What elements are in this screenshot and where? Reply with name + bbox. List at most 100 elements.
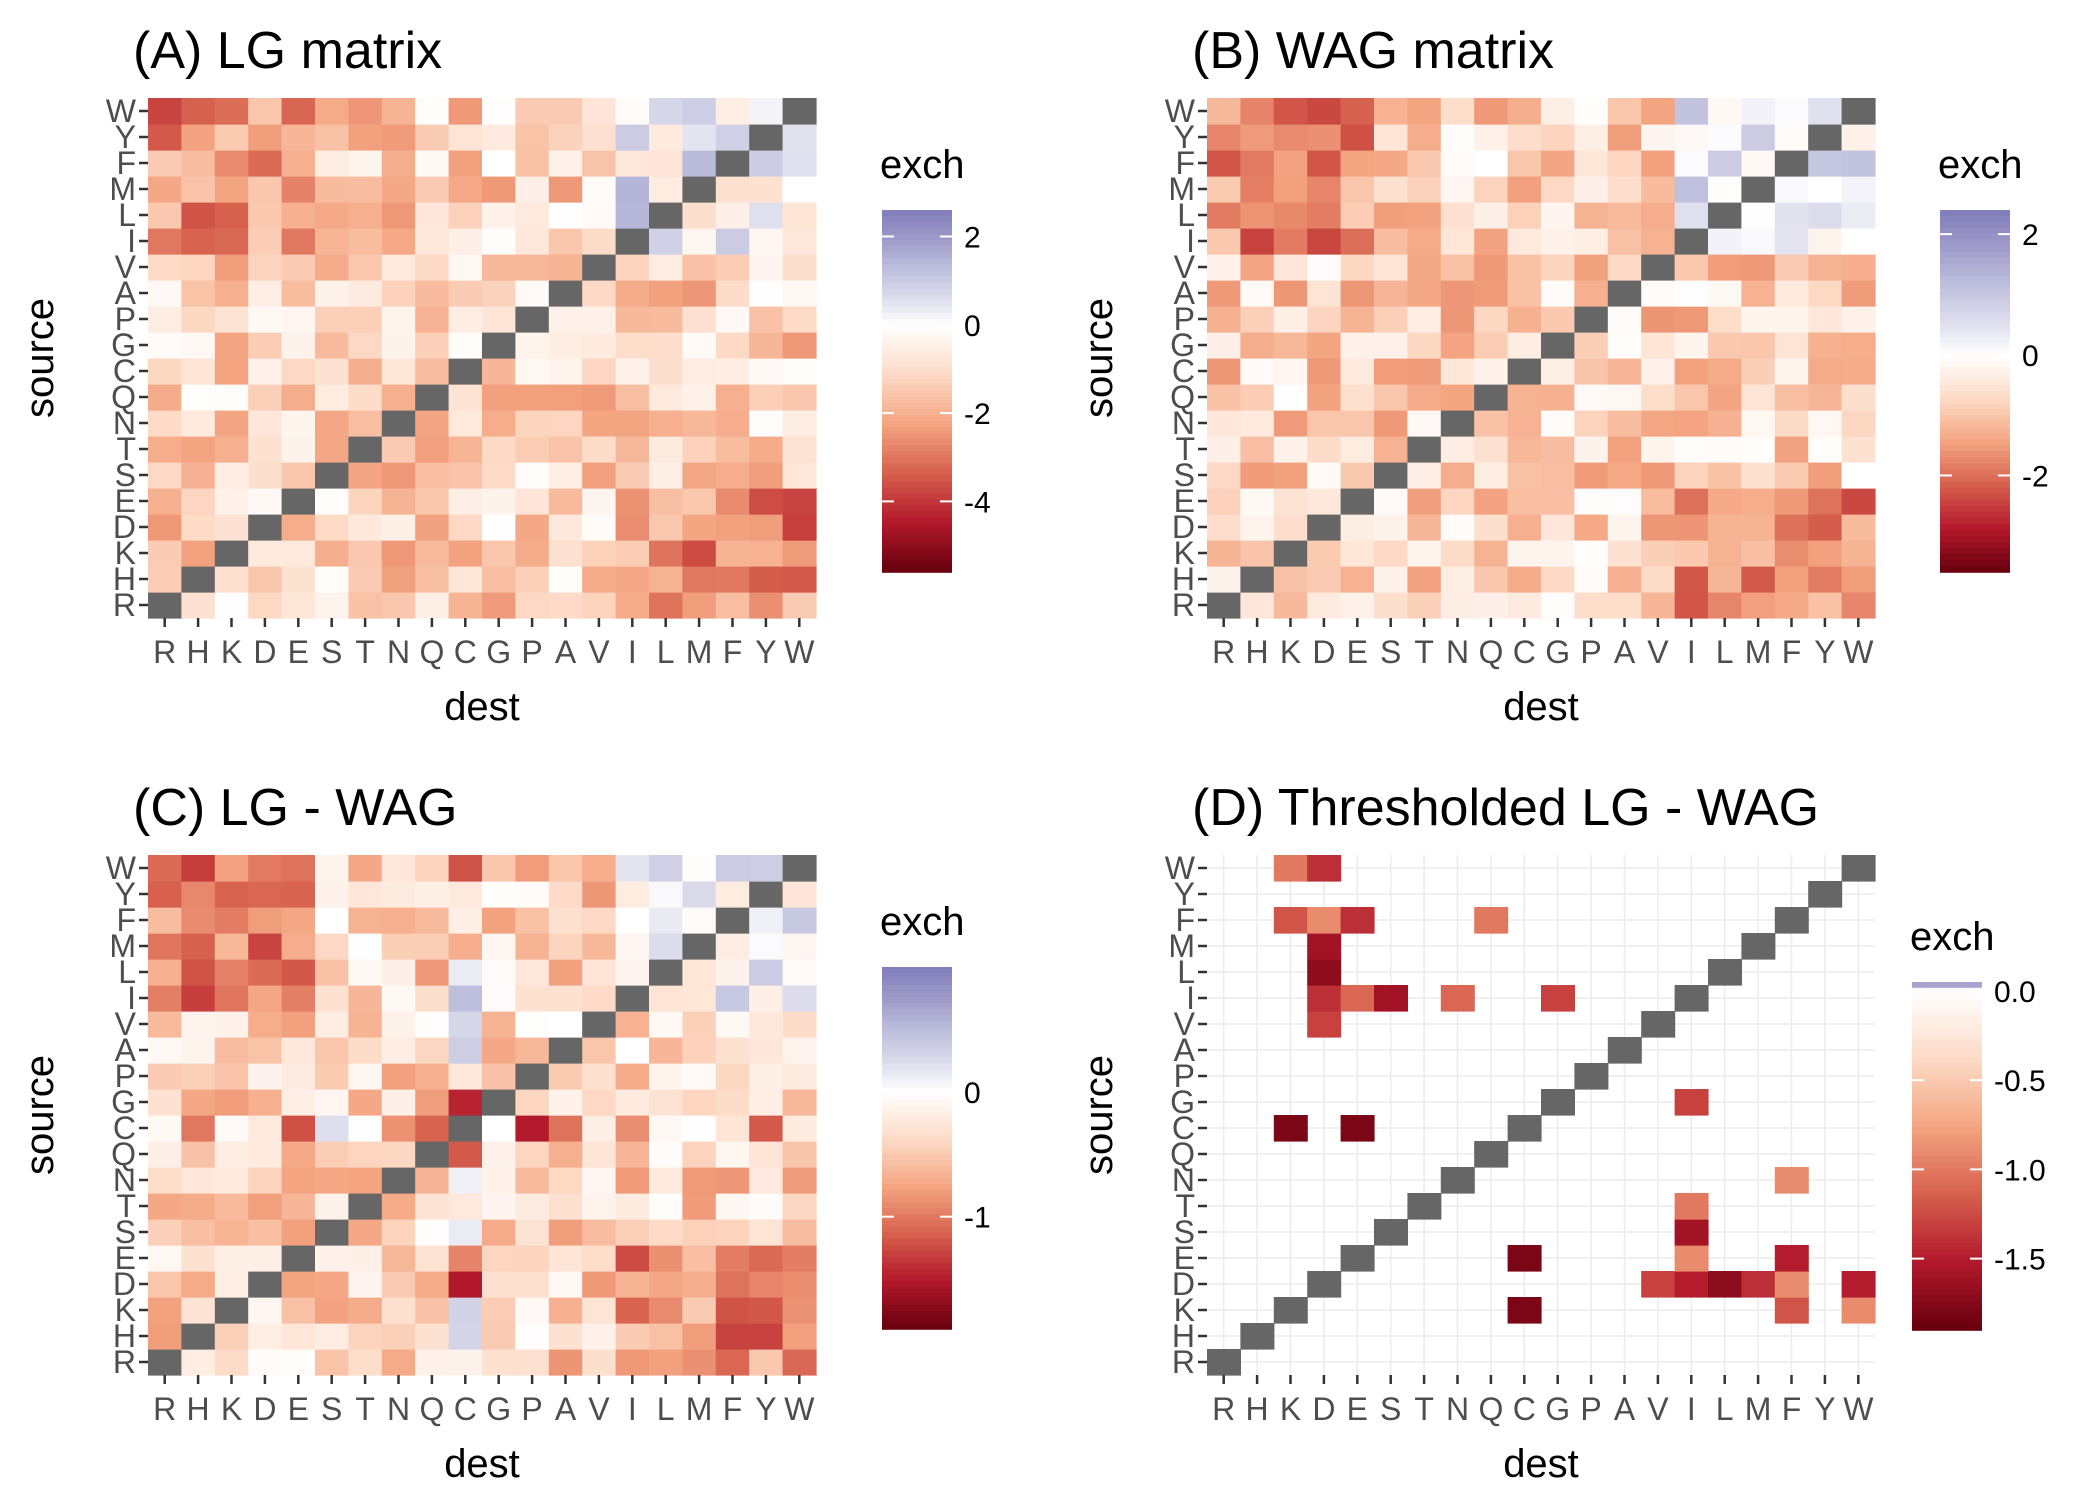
- heatmap-cell: [1541, 306, 1575, 333]
- x-axis-title: dest: [444, 685, 520, 729]
- heatmap-cell: [315, 1323, 349, 1350]
- heatmap-cell: [348, 1115, 383, 1142]
- heatmap-cell: [348, 436, 383, 463]
- heatmap-cell: [1207, 384, 1241, 411]
- y-tick-label: Y: [115, 876, 136, 912]
- heatmap-cell: [1240, 150, 1275, 177]
- heatmap-cell: [1708, 959, 1742, 986]
- heatmap-cell: [1674, 124, 1709, 151]
- heatmap-cell: [615, 1141, 650, 1168]
- y-tick-label: G: [1170, 327, 1195, 363]
- heatmap-cell: [1607, 306, 1642, 333]
- heatmap-cell: [682, 1271, 717, 1298]
- heatmap-cell: [482, 566, 516, 593]
- heatmap-cell: [448, 488, 483, 515]
- heatmap-cell: [1574, 592, 1609, 619]
- heatmap-cell: [148, 933, 182, 960]
- heatmap-cell: [315, 358, 349, 385]
- heatmap-cell: [1307, 933, 1342, 960]
- legend-colorbar-segment: [882, 421, 952, 428]
- heatmap-cell: [649, 176, 683, 203]
- heatmap-cell: [548, 358, 583, 385]
- heatmap-cell: [1273, 332, 1308, 359]
- y-tick-label: L: [118, 197, 136, 233]
- heatmap-cell: [415, 410, 450, 437]
- legend-colorbar-segment: [1912, 1121, 1982, 1128]
- heatmap-cell: [281, 881, 316, 908]
- heatmap-cell: [281, 410, 316, 437]
- heatmap-cell: [582, 1271, 617, 1298]
- heatmap-cell: [348, 592, 383, 619]
- heatmap-cell: [548, 306, 583, 333]
- heatmap-cell: [148, 1193, 182, 1220]
- heatmap-cell: [649, 332, 683, 359]
- heatmap-cell: [1374, 358, 1408, 385]
- panel-title: (B) WAG matrix: [1192, 22, 1554, 80]
- y-tick-label: H: [1172, 561, 1195, 597]
- heatmap-cell: [415, 881, 450, 908]
- heatmap-cell: [582, 1167, 617, 1194]
- heatmap-cell: [515, 566, 550, 593]
- legend-colorbar-segment: [882, 1274, 952, 1282]
- heatmap-cell: [248, 462, 283, 489]
- heatmap-cell: [1407, 592, 1442, 619]
- x-tick-label: Q: [1478, 1391, 1503, 1427]
- heatmap-cell: [1641, 384, 1676, 411]
- heatmap-cell: [1374, 540, 1408, 567]
- legend-colorbar-segment: [882, 1184, 952, 1192]
- heatmap-cell: [248, 280, 283, 307]
- heatmap-cell: [281, 907, 316, 934]
- heatmap-cell: [1340, 540, 1375, 567]
- heatmap-cell: [1507, 592, 1542, 619]
- heatmap-cell: [615, 1063, 650, 1090]
- heatmap-cell: [181, 1349, 216, 1376]
- heatmap-cell: [749, 150, 784, 177]
- heatmap-cell: [1374, 436, 1408, 463]
- y-tick-label: W: [1165, 850, 1196, 886]
- heatmap-cell: [715, 150, 750, 177]
- heatmap-cell: [548, 150, 583, 177]
- heatmap-cell: [148, 1297, 182, 1324]
- heatmap-cell: [649, 384, 683, 411]
- heatmap-cell: [148, 176, 182, 203]
- legend-colorbar-segment: [882, 360, 952, 368]
- legend-colorbar-segment: [882, 547, 952, 555]
- heatmap-cell: [582, 410, 617, 437]
- heatmap-cell: [782, 228, 817, 255]
- heatmap-cell: [1340, 592, 1375, 619]
- legend-tick-label: -1.5: [1994, 1244, 2046, 1277]
- y-tick-label: M: [1168, 928, 1195, 964]
- heatmap-cell: [548, 1245, 583, 1272]
- heatmap-cell: [315, 176, 349, 203]
- heatmap-cell: [1240, 176, 1275, 203]
- heatmap-cell: [248, 1297, 283, 1324]
- heatmap-cell: [415, 1063, 450, 1090]
- heatmap-cell: [1507, 332, 1542, 359]
- heatmap-cell: [1207, 1349, 1241, 1376]
- heatmap-cell: [181, 1193, 216, 1220]
- heatmap-cell: [1374, 98, 1408, 125]
- heatmap-cell: [1207, 566, 1241, 593]
- heatmap-cell: [1273, 150, 1308, 177]
- y-tick-label: D: [1172, 509, 1195, 545]
- heatmap-cell: [1207, 280, 1241, 307]
- legend-colorbar-segment: [1912, 1080, 1982, 1088]
- x-tick-label: Y: [1814, 1391, 1835, 1427]
- panel-title: (D) Thresholded LG - WAG: [1192, 779, 1819, 837]
- heatmap-cell: [1507, 306, 1542, 333]
- heatmap-cell: [1340, 514, 1375, 541]
- heatmap-cell: [1474, 176, 1509, 203]
- heatmap-cell: [1841, 410, 1876, 437]
- heatmap-cell: [649, 1089, 683, 1116]
- heatmap-cell: [381, 1141, 416, 1168]
- heatmap-cell: [148, 306, 182, 333]
- heatmap-cell: [315, 540, 349, 567]
- heatmap-cell: [415, 202, 450, 229]
- heatmap-cell: [1273, 254, 1308, 281]
- heatmap-cell: [715, 881, 750, 908]
- legend-colorbar-segment: [882, 324, 952, 332]
- legend-colorbar-segment: [882, 1244, 952, 1252]
- heatmap-cell: [448, 358, 483, 385]
- heatmap-cell: [749, 384, 784, 411]
